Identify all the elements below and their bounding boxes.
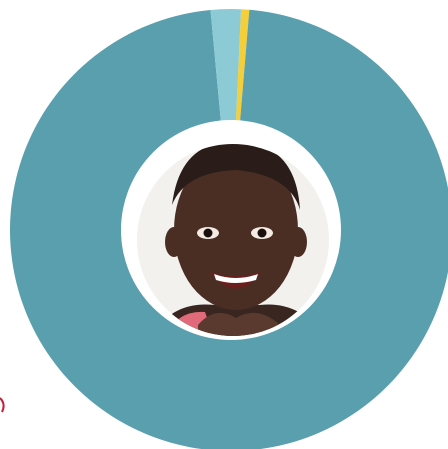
edge-mark (0, 397, 5, 413)
donut (10, 9, 448, 449)
donut-segment (210, 9, 242, 131)
donut-segment (10, 9, 448, 449)
donut-segment (235, 9, 250, 131)
